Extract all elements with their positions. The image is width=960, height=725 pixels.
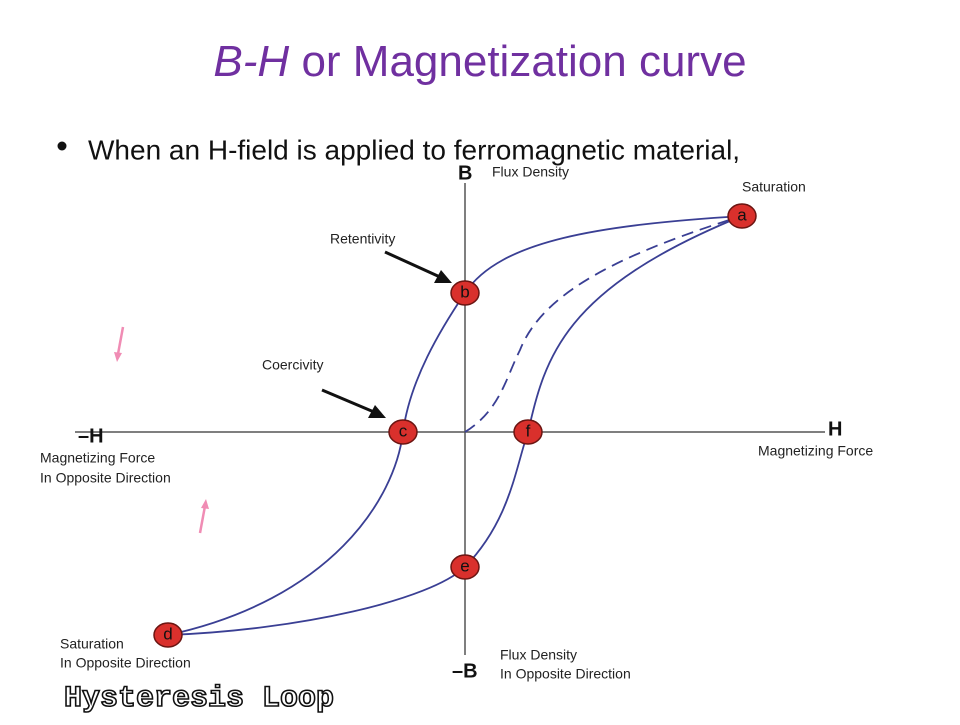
neg-h-caption: In Opposite Direction: [40, 470, 171, 486]
b-axis-caption: Flux Density: [492, 164, 569, 180]
retentivity-label: Retentivity: [330, 231, 395, 247]
coercivity-label: Coercivity: [262, 357, 323, 373]
upper-branch: [167, 215, 743, 636]
neg-h-caption: Magnetizing Force: [40, 450, 155, 466]
slide-title: B-H or Magnetization curve: [213, 37, 746, 86]
initial-curve: [464, 215, 743, 433]
points: a b c f e d: [153, 203, 757, 648]
b-axis-label: B: [458, 162, 472, 184]
saturation-label: Saturation: [742, 179, 806, 195]
point-label: d: [163, 624, 172, 643]
point-marker: [513, 419, 543, 445]
title-italic: B-H: [213, 37, 289, 86]
pointer-arrows: [321, 250, 452, 418]
neg-b-label: –B: [452, 660, 478, 682]
point-label: a: [737, 205, 747, 224]
pink-arrow: [198, 505, 207, 534]
pink-arrows: [114, 326, 209, 534]
pink-arrow: [116, 326, 125, 355]
neg-b-caption: Flux Density: [500, 647, 577, 663]
title-rest: or Magnetization curve: [301, 37, 746, 86]
arrowhead: [368, 405, 386, 418]
retentivity-arrow: [384, 250, 441, 279]
point-marker: [450, 280, 480, 306]
point-marker: [153, 622, 183, 648]
h-axis-caption: Magnetizing Force: [758, 443, 873, 459]
arrowhead: [434, 270, 452, 283]
neg-h-label: –H: [78, 425, 104, 447]
lower-branch: [167, 215, 743, 636]
point-label: f: [526, 421, 531, 440]
point-label: b: [460, 282, 469, 301]
neg-b-caption: In Opposite Direction: [500, 666, 631, 682]
bullet-text: When an H-field is applied to ferromagne…: [88, 134, 740, 165]
neg-saturation-label: Saturation: [60, 636, 124, 652]
point-label: e: [460, 556, 469, 575]
point-label: c: [399, 421, 408, 440]
arrowhead: [114, 352, 122, 362]
point-marker: [388, 419, 418, 445]
h-axis-label: H: [828, 418, 842, 440]
caption: Hysteresis Loop: [64, 682, 334, 716]
bullet-dot: [57, 141, 67, 151]
arrowhead: [201, 499, 209, 509]
diagram: a b c f e d B Flux Density H Magnetizing…: [30, 162, 930, 720]
point-marker: [450, 554, 480, 580]
neg-saturation-label: In Opposite Direction: [60, 655, 191, 671]
point-marker: [727, 203, 757, 229]
coercivity-arrow: [321, 388, 375, 414]
